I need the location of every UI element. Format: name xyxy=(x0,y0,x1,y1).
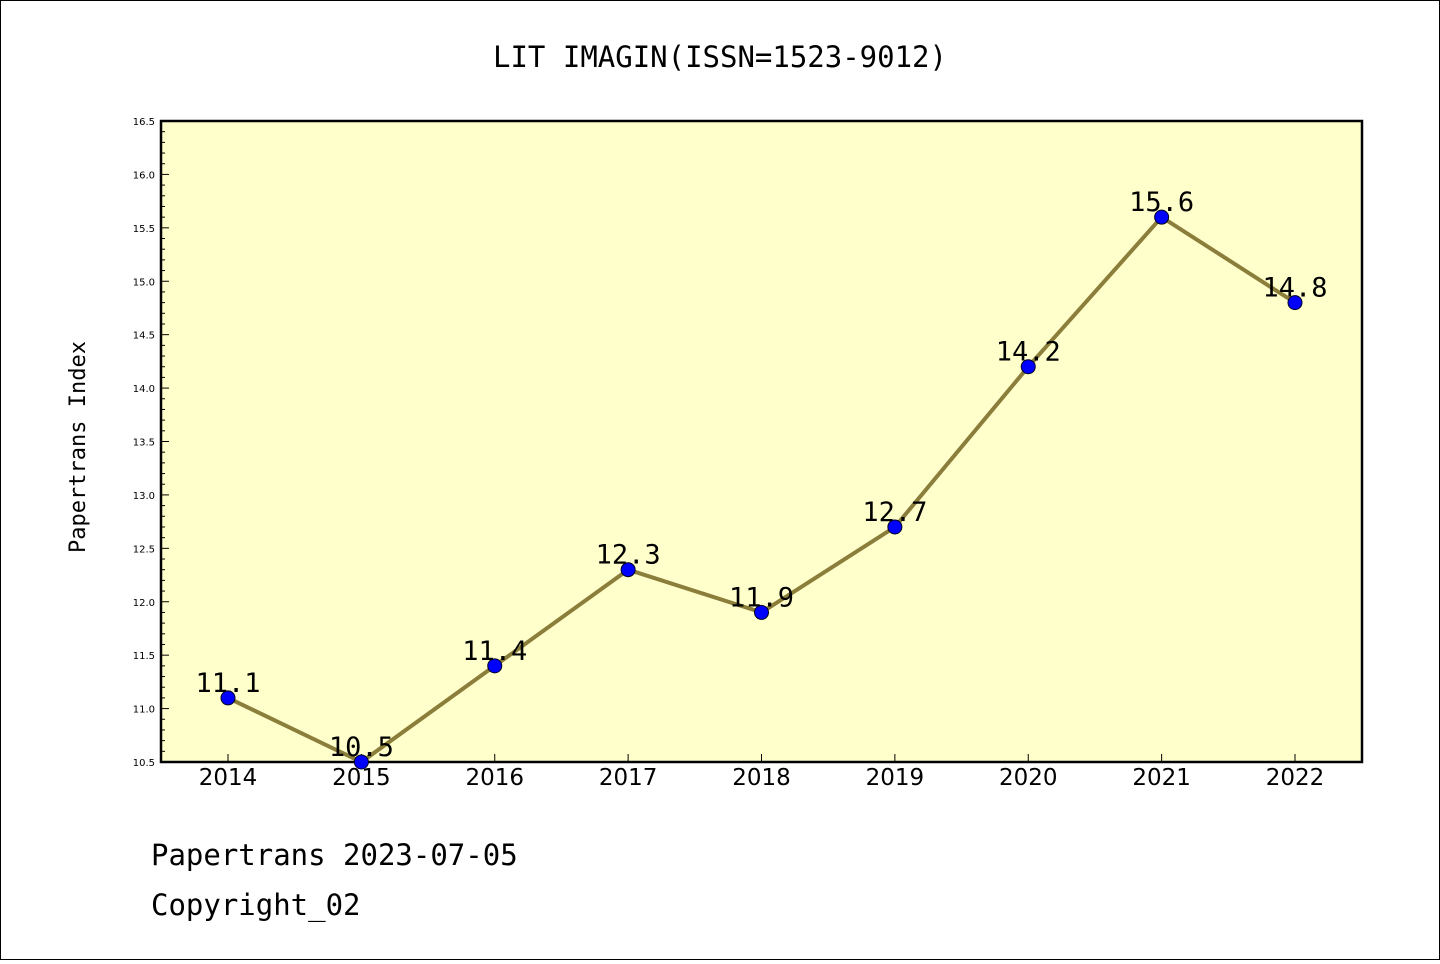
footer-copyright: Copyright_02 xyxy=(151,888,361,923)
data-point xyxy=(754,604,769,620)
y-tick-label: 12.0 xyxy=(133,598,155,609)
data-point xyxy=(1154,209,1170,225)
data-label: 12.3 xyxy=(596,540,661,571)
data-point xyxy=(620,562,636,578)
y-axis-label: Papertrans Index xyxy=(66,341,91,553)
data-point xyxy=(887,519,903,535)
y-tick-label: 15.5 xyxy=(133,224,155,235)
y-tick-label: 12.5 xyxy=(133,544,155,555)
y-tick-label: 15.0 xyxy=(133,277,155,288)
x-tick-label: 2018 xyxy=(732,765,791,791)
y-tick-label: 14.5 xyxy=(133,331,155,342)
data-point xyxy=(1020,359,1036,375)
data-label: 11.1 xyxy=(195,668,260,699)
data-point xyxy=(1287,295,1303,311)
x-tick-label: 2019 xyxy=(866,765,925,791)
data-points xyxy=(220,209,1303,770)
data-label: 11.4 xyxy=(462,636,527,667)
data-point xyxy=(353,754,369,770)
plot-area xyxy=(159,119,1364,764)
data-point xyxy=(220,690,236,706)
x-tick-label: 2020 xyxy=(999,765,1058,791)
data-label: 11.9 xyxy=(729,582,794,613)
y-tick-label: 16.5 xyxy=(133,117,155,128)
data-label: 15.6 xyxy=(1129,187,1194,218)
x-tick-label: 2016 xyxy=(465,765,524,791)
x-tick-label: 2017 xyxy=(599,765,658,791)
y-tick-label: 13.5 xyxy=(133,438,155,449)
y-tick-label: 14.0 xyxy=(133,384,155,395)
data-labels: 11.1 10.5 11.4 12.3 11.9 12.7 14.2 15.6 14.8 xyxy=(195,187,1327,763)
data-label: 10.5 xyxy=(329,732,394,763)
x-tick-label: 2014 xyxy=(199,765,258,791)
y-axis: 10.5 11.0 11.5 12.0 12.5 13.0 13.5 14.0 14.5 15.0… xyxy=(133,117,169,769)
data-label: 14.8 xyxy=(1262,273,1327,304)
footer-date: Papertrans 2023-07-05 xyxy=(151,838,518,872)
x-axis: 2014 2015 2016 2017 2018 2019 2020 2021 2022 xyxy=(199,754,1325,791)
data-label: 14.2 xyxy=(996,337,1061,368)
y-tick-label: 11.5 xyxy=(133,651,155,662)
data-label: 12.7 xyxy=(862,497,927,528)
x-tick-label: 2022 xyxy=(1266,765,1325,791)
y-tick-label: 11.0 xyxy=(133,705,155,716)
y-tick-label: 13.0 xyxy=(133,491,155,502)
y-tick-label: 16.0 xyxy=(133,170,155,181)
x-tick-label: 2021 xyxy=(1132,765,1191,791)
data-point xyxy=(487,658,503,674)
y-tick-label: 10.5 xyxy=(133,758,155,769)
chart-title: LIT IMAGIN(ISSN=1523-9012) xyxy=(493,40,947,74)
